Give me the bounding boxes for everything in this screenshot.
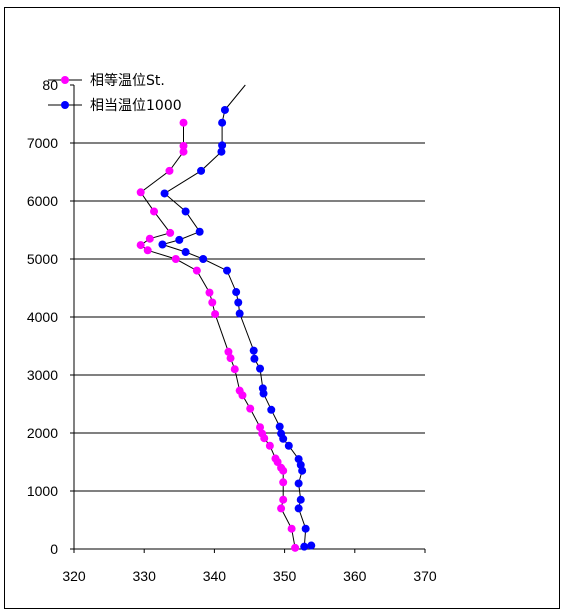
series-2-point: [232, 288, 241, 297]
series-1-point: [224, 347, 233, 356]
series-2-point: [249, 346, 258, 355]
series-1-point: [291, 543, 300, 552]
y-tick-label-1000: 1000: [27, 483, 58, 499]
y-tick-label-6000: 6000: [27, 193, 58, 209]
series-1-point: [258, 429, 267, 438]
series-2-point: [218, 118, 227, 127]
series-2-point: [234, 298, 243, 307]
series-2-point: [256, 364, 265, 373]
series-1-point: [279, 478, 288, 487]
x-tick-label-330: 330: [133, 568, 157, 584]
series-2-point: [197, 166, 206, 175]
series-2-point: [199, 255, 208, 263]
series-2-point: [181, 248, 190, 257]
series-1-point: [246, 404, 255, 413]
x-tick-label-350: 350: [273, 568, 297, 584]
series-1-point: [277, 504, 286, 513]
y-tick-label-3000: 3000: [27, 367, 58, 383]
legend-marker-2: [61, 101, 69, 109]
legend-marker-1: [61, 76, 69, 84]
x-tick-label-360: 360: [343, 568, 367, 584]
series-1-point: [271, 454, 280, 463]
series-1-point: [256, 423, 265, 432]
series-1-point: [145, 234, 154, 243]
y-tick-label-0: 0: [50, 541, 58, 557]
legend: 相等温位St. 相当温位1000: [48, 72, 182, 114]
series-1-point: [211, 310, 220, 319]
series-2-point: [195, 227, 204, 236]
series-2: [158, 84, 316, 551]
series-2-point: [158, 240, 167, 249]
series-1-point: [165, 166, 174, 175]
series-2-point: [160, 189, 169, 198]
series-2-point: [175, 235, 184, 244]
series-1-point: [230, 365, 239, 374]
series-1-point: [287, 524, 296, 533]
series-2-point: [218, 141, 227, 150]
y-tick-label-7000: 7000: [27, 135, 58, 151]
series-2-point: [181, 207, 190, 216]
series-2-point: [250, 354, 259, 363]
y-tick-label-2000: 2000: [27, 425, 58, 441]
series-2-point: [220, 105, 229, 114]
series-1-point: [279, 495, 288, 504]
series-1-point: [179, 147, 188, 156]
series-2-point: [223, 266, 232, 275]
y-tick-label-5000: 5000: [27, 251, 58, 267]
axes: [70, 84, 426, 553]
series-2-point: [277, 429, 286, 438]
series-2-point: [267, 405, 276, 414]
series-1: [136, 118, 300, 552]
series-1-point: [277, 463, 286, 472]
series-2-point: [296, 495, 305, 504]
series-1-point: [171, 255, 180, 263]
series-2-point: [300, 542, 309, 551]
series-1-point: [179, 118, 188, 127]
series-2-point: [294, 479, 303, 488]
series-2-point: [294, 504, 303, 513]
series-1-point: [143, 246, 152, 255]
y-tick-label-8000: 80: [42, 77, 58, 93]
series-1-point: [136, 188, 145, 197]
legend-label-1: 相等温位St.: [90, 72, 165, 89]
series-1-line: [139, 122, 296, 548]
series-2-point: [275, 422, 284, 431]
series-2-point: [301, 524, 310, 533]
series-2-point: [258, 384, 267, 393]
tick-labels: 0 1000 2000 3000 4000 5000 6000 7000 80 320 330 340…: [27, 77, 437, 584]
plot-area: [136, 84, 316, 552]
x-tick-label-370: 370: [413, 568, 437, 584]
y-tick-label-4000: 4000: [27, 309, 58, 325]
series-1-point: [208, 298, 217, 307]
series-1-point: [179, 141, 188, 150]
series-2-point: [294, 455, 303, 464]
series-1-point: [235, 386, 244, 395]
series-1-point: [205, 288, 214, 297]
x-tick-label-320: 320: [62, 568, 86, 584]
series-2-point: [307, 541, 316, 550]
grid-lines: [74, 142, 425, 492]
x-tick-label-340: 340: [203, 568, 227, 584]
series-1-point: [265, 441, 274, 450]
series-1-point: [226, 354, 235, 363]
series-2-point: [217, 147, 226, 156]
legend-label-2: 相当温位1000: [90, 98, 182, 114]
series-2-point: [235, 309, 244, 318]
series-1-point: [192, 266, 201, 275]
series-1-point: [166, 228, 175, 237]
series-1-point: [150, 207, 159, 216]
series-1-point: [136, 241, 145, 250]
series-2-point: [284, 441, 293, 450]
